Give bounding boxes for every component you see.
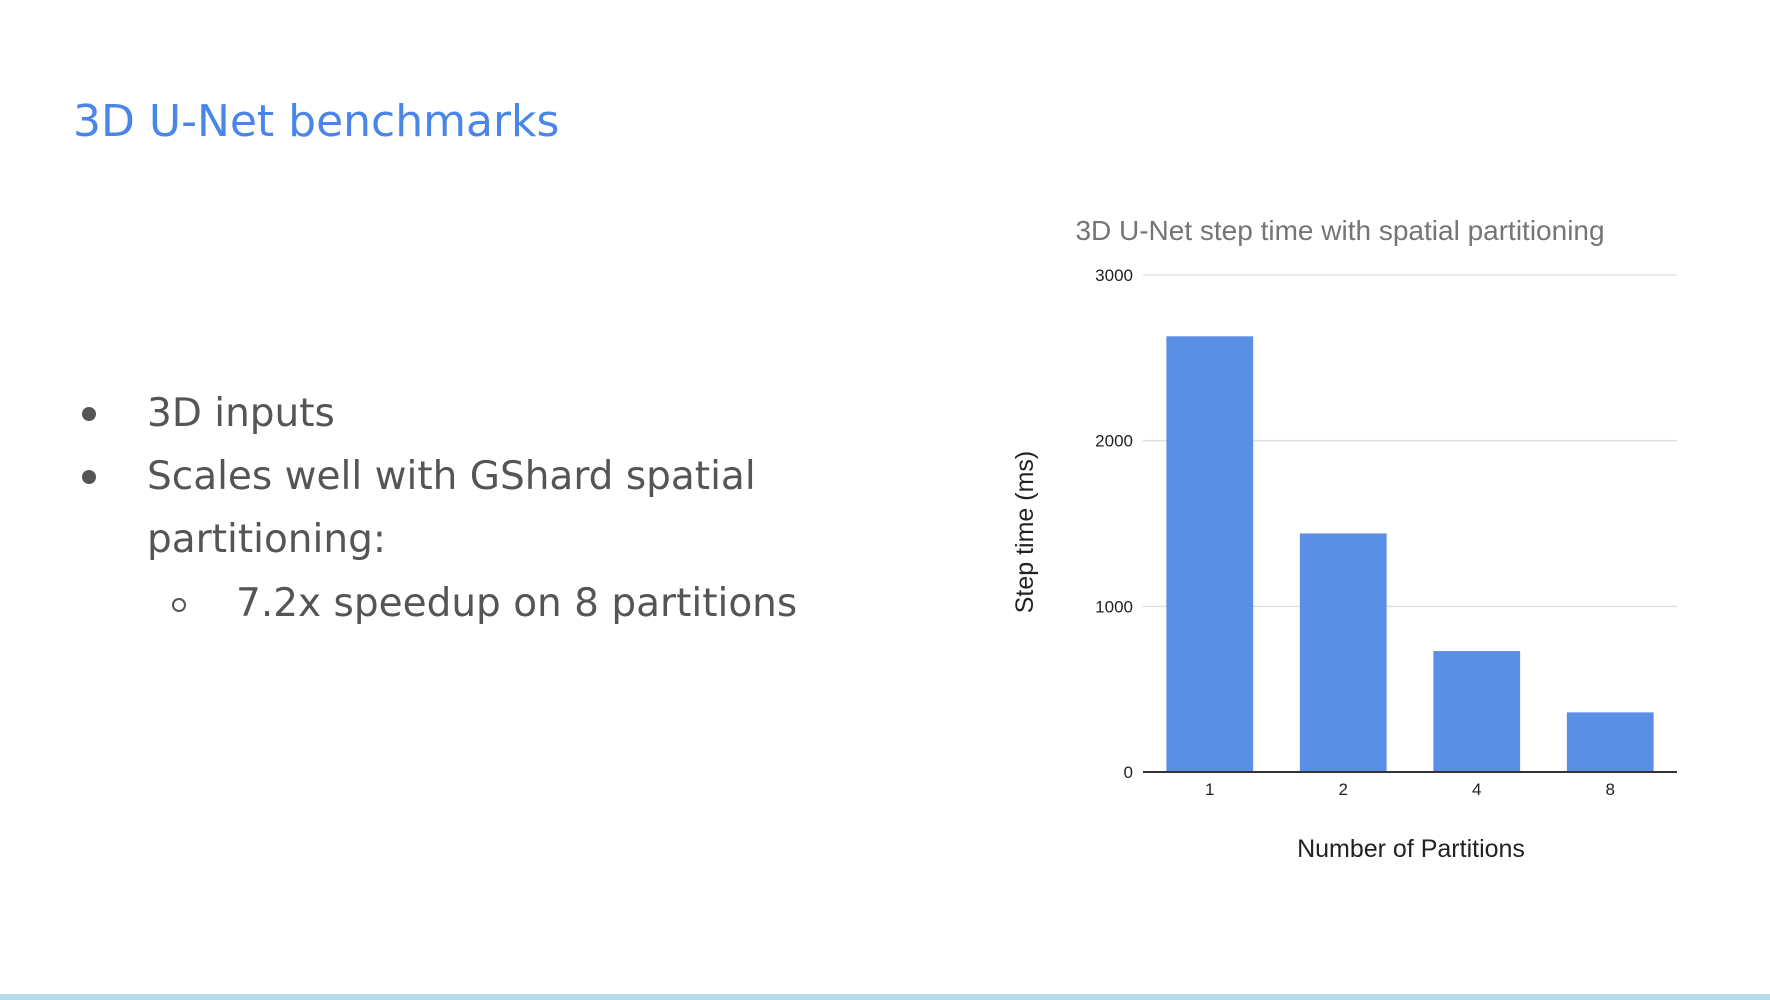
- y-tick-label: 0: [1124, 763, 1133, 782]
- x-axis-title: Number of Partitions: [1297, 835, 1525, 863]
- bullet-text: 3D inputs: [147, 391, 335, 436]
- sub-bullet-text: 7.2x speedup on 8 partitions: [236, 581, 798, 626]
- bar-8: [1566, 712, 1654, 772]
- bullet-dot: [82, 470, 96, 484]
- y-tick-label: 1000: [1095, 597, 1133, 616]
- slide-title: 3D U-Net benchmarks: [73, 96, 560, 147]
- y-tick-label: 3000: [1095, 266, 1133, 285]
- bar-1: [1166, 336, 1254, 772]
- bar-4: [1433, 651, 1521, 772]
- bar-2: [1299, 533, 1387, 772]
- chart-title: 3D U-Net step time with spatial partitio…: [1075, 215, 1604, 246]
- bullet-text: Scales well with GShard spatial: [147, 454, 756, 499]
- y-tick-label: 2000: [1095, 432, 1133, 451]
- y-axis-title: Step time (ms): [1011, 451, 1039, 614]
- x-tick-label: 8: [1606, 780, 1615, 799]
- bullet-dot: [82, 407, 96, 421]
- x-tick-label: 1: [1205, 780, 1214, 799]
- slide-bottom-edge: [0, 994, 1770, 1000]
- x-tick-label: 2: [1339, 780, 1348, 799]
- bullet-text-continuation: partitioning:: [147, 517, 386, 562]
- sub-bullet-ring: [172, 598, 186, 612]
- x-tick-label: 4: [1472, 780, 1481, 799]
